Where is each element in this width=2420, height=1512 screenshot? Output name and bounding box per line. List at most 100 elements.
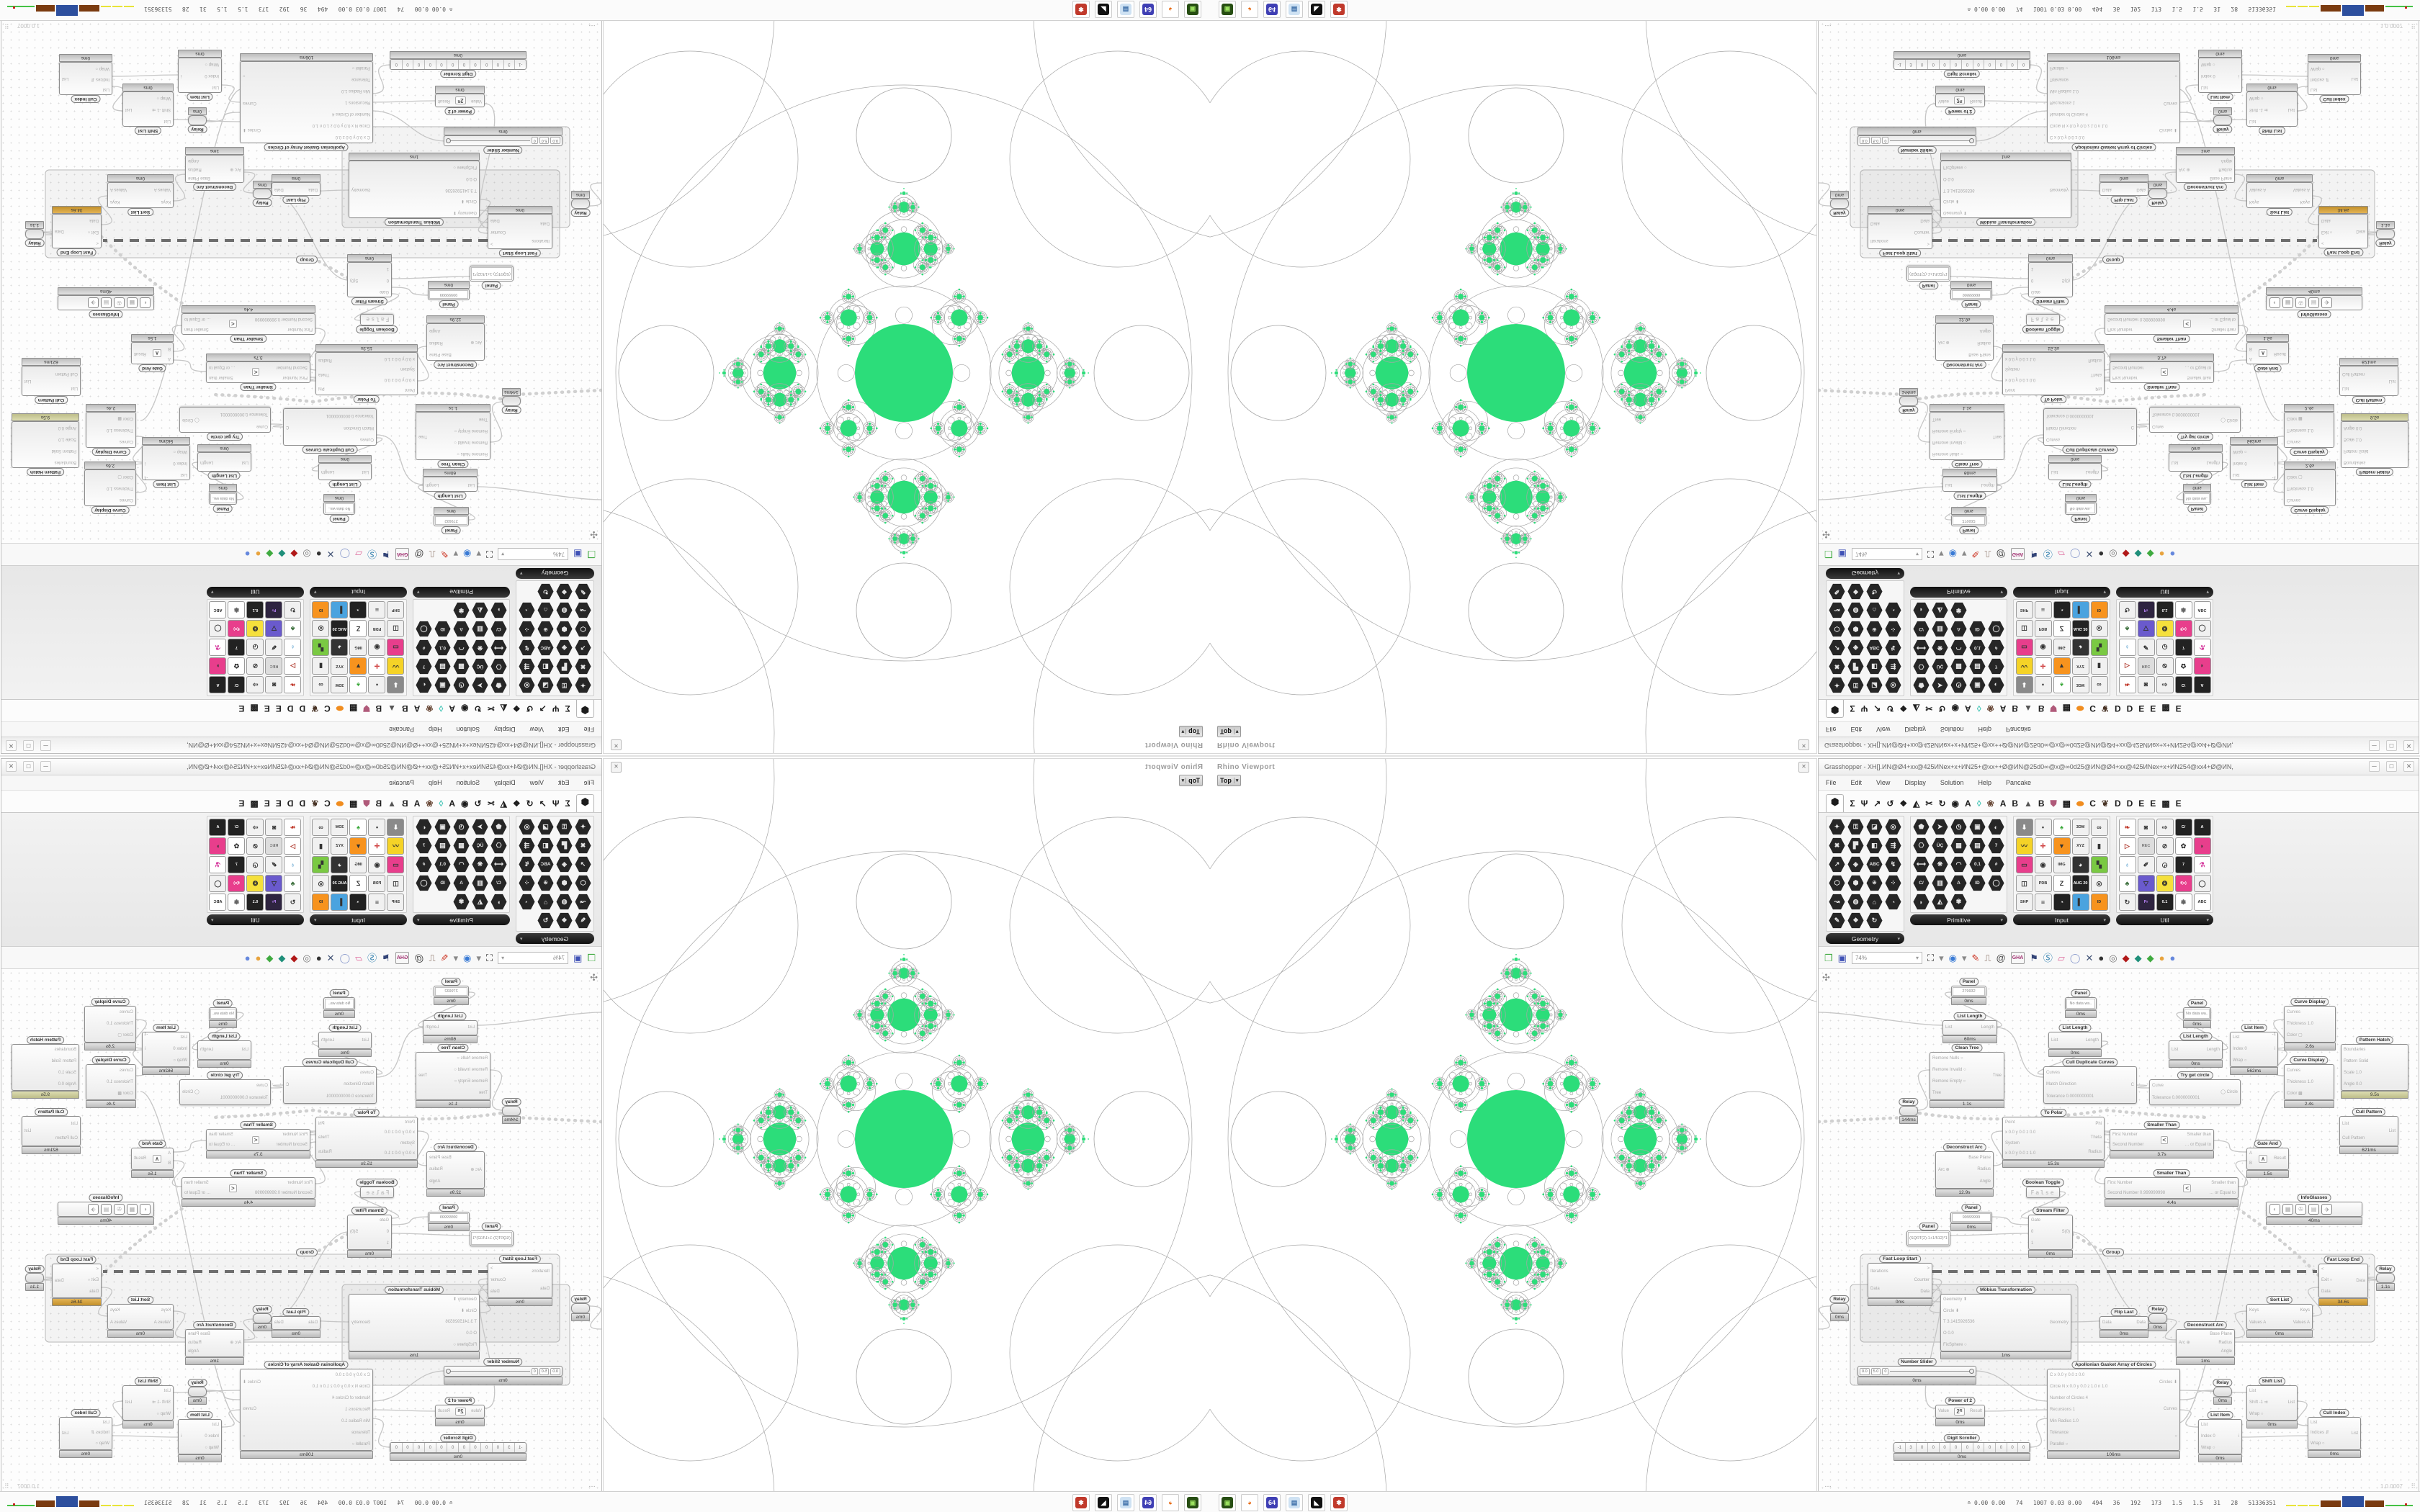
firefox-icon[interactable]: ◕ xyxy=(1241,1494,1258,1511)
palette-group-label[interactable]: Primitive ▾ xyxy=(413,587,510,598)
gh-node-power-of-2[interactable]: Power of 2 Value 2ᴿ Result 0ms xyxy=(435,86,485,115)
gh-node-power-of-2[interactable]: Power of 2 Value 2ᴿ Result 0ms xyxy=(435,1397,485,1426)
balloon-blue-icon[interactable]: ● xyxy=(244,952,251,963)
gem-green-icon[interactable]: ◆ xyxy=(266,952,274,963)
tab-plugin-shield[interactable]: ⛊ xyxy=(363,798,370,809)
settings-icon[interactable]: ✱ xyxy=(1072,1494,1090,1511)
zoom-extents-icon[interactable]: ⛶ xyxy=(1927,549,1935,560)
tab-intersect[interactable]: ✂ xyxy=(487,703,495,714)
gh-node-deconstruct-arc[interactable]: Deconstruct Arc Arc ⊕ Base Plane Radius Angl… xyxy=(1935,315,1994,369)
tab-plugin-b[interactable]: B xyxy=(2012,798,2019,809)
zoom-caret-icon[interactable]: ▾ xyxy=(476,549,481,560)
component-icon[interactable]: REC xyxy=(2137,837,2155,855)
gem-red-icon[interactable]: ◆ xyxy=(290,952,298,963)
gh-node-fast-loop-start[interactable]: Fast Loop Start Iterations Data > Counter Dat… xyxy=(488,1255,552,1306)
component-icon[interactable]: ▦ xyxy=(452,837,470,855)
gh-node-deconstruct-arc[interactable]: Deconstruct Arc Arc ⊕ Base Plane Radius Angl… xyxy=(426,1143,485,1197)
gh-node-fast-loop-end[interactable]: Fast Loop End < Exit ○ Data Data 34.6s xyxy=(2318,1256,2368,1306)
component-icon[interactable]: ♁ xyxy=(284,855,302,873)
gh-node-cull-duplicate-curves[interactable]: Cull Duplicate Curves Curves Match Directi… xyxy=(283,1058,377,1104)
gh-node-relay[interactable]: Relay 144ms xyxy=(501,388,521,414)
gh-node-number-slider[interactable]: Number Slider 0.0 5.0 0 0ms xyxy=(1857,1358,1976,1385)
gh-node-list-length[interactable]: List Length List Length 0ms xyxy=(197,1032,251,1068)
component-icon[interactable]: Pr xyxy=(265,601,283,619)
component-icon[interactable]: ▭ xyxy=(2015,855,2033,873)
menu-file[interactable]: File xyxy=(1826,726,1837,733)
component-icon[interactable]: ✽ xyxy=(228,601,246,619)
search-s-icon[interactable]: Ⓢ xyxy=(2043,549,2053,560)
component-icon[interactable]: 〰 xyxy=(387,837,405,855)
component-icon[interactable]: ❖ xyxy=(1847,912,1865,930)
close-button[interactable]: ✕ xyxy=(2403,761,2414,772)
at-sign-icon[interactable]: @ xyxy=(414,952,424,963)
gh-node-panel[interactable]: Panel No data wa.. 0ms xyxy=(2183,484,2211,513)
menu-edit[interactable]: Edit xyxy=(557,779,570,786)
component-icon[interactable]: ⇨ xyxy=(2156,818,2174,836)
component-icon[interactable]: ♠ xyxy=(2053,676,2071,694)
gh-node-infoglasses[interactable]: InfoGlasses ◐ ▦ ✇ ▤ ⬗ 40ms xyxy=(2266,287,2362,318)
component-icon[interactable]: ⬟ xyxy=(490,676,508,694)
component-icon[interactable]: ♣ xyxy=(2118,874,2136,892)
component-icon[interactable]: ◷ xyxy=(452,818,470,836)
tab-plugin-e[interactable]: E xyxy=(2138,703,2145,714)
component-icon[interactable]: ❧ xyxy=(284,818,302,836)
component-icon[interactable]: ✦ xyxy=(1828,676,1846,694)
component-icon[interactable]: ▍ xyxy=(331,601,349,619)
component-icon[interactable]: ◗ xyxy=(209,657,227,675)
component-icon[interactable]: 〰 xyxy=(2015,657,2033,675)
infoglasses-icon[interactable]: ◐ xyxy=(140,1204,151,1215)
component-icon[interactable]: 3DM xyxy=(331,676,349,694)
component-icon[interactable]: ≡ xyxy=(368,601,386,619)
infoglasses-icon[interactable]: ▤ xyxy=(101,1204,112,1215)
calculator-icon[interactable]: ▤ xyxy=(1286,1,1303,18)
component-icon[interactable]: ⬇ xyxy=(387,676,405,694)
component-icon[interactable]: ✐ xyxy=(2137,855,2155,873)
component-icon[interactable]: ↻ xyxy=(2118,601,2136,619)
component-icon[interactable]: ↗ xyxy=(1828,639,1846,657)
infoglasses-icon[interactable]: ▦ xyxy=(2282,1204,2293,1215)
component-icon[interactable]: ▤ xyxy=(1968,657,1986,675)
component-icon[interactable]: ↯ xyxy=(1884,855,1902,873)
component-icon[interactable]: ⬢ xyxy=(1847,874,1865,892)
component-icon[interactable]: ◯ xyxy=(2193,620,2211,638)
component-icon[interactable]: ⚿ xyxy=(1847,818,1865,836)
search-s-icon[interactable]: Ⓢ xyxy=(367,549,377,560)
gh-node-m-bius-transformation[interactable]: Möbius Transformation Geometry ⬆ Circle ⬇ T… xyxy=(349,153,480,226)
balloon-white-icon[interactable]: ◯ xyxy=(2069,549,2081,560)
component-icon[interactable]: ❧ xyxy=(284,676,302,694)
component-icon[interactable]: ID xyxy=(312,601,330,619)
slider-knob[interactable] xyxy=(446,1369,451,1374)
gh-node-gate-and[interactable]: Gate And A B ∧ Result 1.5s xyxy=(131,1140,174,1178)
component-icon[interactable]: ⌂ xyxy=(537,893,555,911)
gh-node-fast-loop-end[interactable]: Fast Loop End < Exit ○ Data Data 34.6s xyxy=(2318,206,2368,256)
gh-node-relay[interactable]: Relay 0ms xyxy=(252,1305,272,1331)
menu-pancake[interactable]: Pancake xyxy=(389,726,415,733)
save-file-icon[interactable]: ▣ xyxy=(1837,549,1847,560)
component-icon[interactable]: ⬡ xyxy=(574,620,592,638)
gh-node-number-slider[interactable]: Number Slider 0.0 5.0 0 0ms xyxy=(444,127,563,154)
component-icon[interactable]: ❋ xyxy=(1931,855,1949,873)
component-icon[interactable]: ⍟ xyxy=(1865,874,1883,892)
component-icon[interactable]: C/ xyxy=(228,676,246,694)
component-icon[interactable]: AUG 20 xyxy=(2071,874,2089,892)
component-icon[interactable]: ✛ xyxy=(2034,657,2052,675)
settings-icon[interactable]: ✱ xyxy=(1072,1,1090,18)
gh-node-apollonian-gasket-array-of-circles[interactable]: Apollonian Gasket Array of Circles C x 0.… xyxy=(2047,1361,2180,1459)
gh-node-list-item[interactable]: List Item List Index 0 Wrap ○ i 0ms xyxy=(178,1411,222,1462)
component-icon[interactable]: ⬟ xyxy=(1912,818,1930,836)
gh-node-m-bius-transformation[interactable]: Möbius Transformation Geometry ⬆ Circle ⬇ T… xyxy=(1940,153,2071,226)
component-icon[interactable]: ▷ xyxy=(2118,657,2136,675)
component-icon[interactable]: ♣ xyxy=(2118,620,2136,638)
tab-surface[interactable]: ❖ xyxy=(512,798,521,809)
tab-plugin-a2[interactable]: A xyxy=(413,703,421,714)
balloon-blue-icon[interactable]: ● xyxy=(244,549,251,560)
component-icon[interactable]: ⬡ xyxy=(1828,874,1846,892)
tab-display[interactable]: ◉ xyxy=(1951,703,1960,714)
component-icon[interactable]: ÜÇ xyxy=(471,837,489,855)
component-icon[interactable]: ◶ xyxy=(2156,855,2174,873)
firefox-icon[interactable]: ◕ xyxy=(1162,1494,1179,1511)
component-icon[interactable]: ◍ xyxy=(555,601,573,619)
palette-group-label[interactable]: Input ▾ xyxy=(310,587,407,598)
menu-view[interactable]: View xyxy=(529,779,544,786)
gh-node-pattern-hatch[interactable]: Pattern Hatch Boundaries Pattern Solid Scal… xyxy=(12,1036,79,1099)
